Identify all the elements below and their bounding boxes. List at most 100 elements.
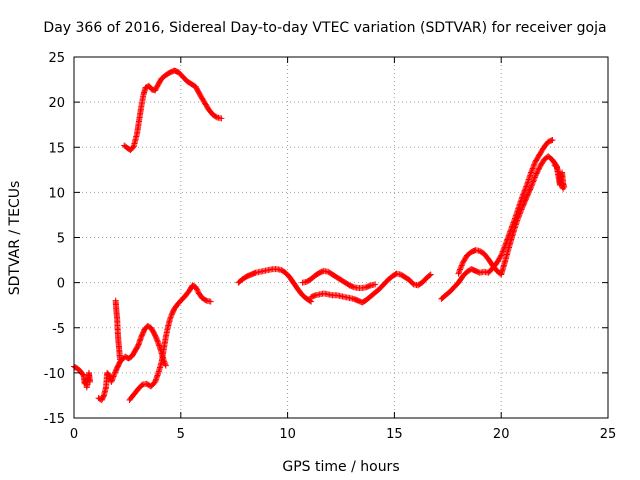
data-point	[108, 377, 115, 384]
data-point	[529, 181, 536, 188]
data-point	[194, 287, 201, 294]
data-point	[531, 174, 538, 181]
data-point	[458, 263, 465, 270]
x-tick-label: 15	[386, 427, 403, 442]
series-seg-mid-3	[308, 270, 434, 306]
data-point	[516, 210, 523, 217]
series-seg-early-noise	[71, 363, 94, 391]
data-point	[168, 313, 175, 320]
data-point	[152, 87, 159, 94]
y-tick-label: 10	[48, 186, 65, 201]
y-tick-label: 5	[57, 232, 65, 247]
x-axis-label: GPS time / hours	[282, 459, 399, 475]
data-point	[530, 177, 537, 184]
data-point	[529, 165, 536, 172]
axis-ticks: 0 5 10 15 20 25 -15 -10 -5 0 5 10 15 20 25	[44, 51, 617, 442]
x-tick-label: 5	[177, 427, 185, 442]
data-point	[152, 86, 159, 93]
series-seg-right-rise	[438, 137, 556, 302]
series-seg-upper-arc	[121, 67, 225, 153]
data-point	[458, 262, 465, 269]
data-point	[307, 297, 314, 304]
data-point	[561, 183, 568, 190]
data-point	[456, 269, 463, 276]
data-point	[533, 170, 540, 177]
data-point	[194, 286, 201, 293]
x-tick-label: 20	[493, 427, 510, 442]
data-point	[528, 183, 535, 190]
data-point	[531, 175, 538, 182]
data-point	[153, 84, 160, 91]
data-point	[528, 182, 535, 189]
chart-title: Day 366 of 2016, Sidereal Day-to-day VTE…	[43, 20, 606, 36]
y-tick-label: 0	[57, 277, 65, 292]
data-point	[109, 374, 116, 381]
x-tick-label: 25	[600, 427, 617, 442]
y-tick-label: -15	[44, 412, 65, 427]
data-point	[549, 137, 556, 144]
data-point	[528, 168, 535, 175]
data-point	[426, 272, 433, 279]
data-point	[517, 207, 524, 214]
data-point	[535, 166, 542, 173]
data-point	[529, 179, 536, 186]
data-point	[519, 205, 526, 212]
data-point	[518, 206, 525, 213]
data-point	[515, 213, 522, 220]
data-point	[193, 285, 200, 292]
x-tick-label: 0	[70, 427, 78, 442]
data-point	[108, 378, 115, 385]
data-point	[530, 162, 537, 169]
data-point	[111, 372, 118, 379]
data-point	[517, 209, 524, 216]
data-points	[71, 67, 568, 403]
data-point	[515, 214, 522, 221]
data-point	[87, 378, 94, 385]
series-seg-mid-2	[299, 267, 379, 292]
data-point	[154, 83, 161, 90]
y-tick-label: -10	[44, 367, 65, 382]
data-point	[109, 376, 116, 383]
data-point	[532, 173, 539, 180]
series-seg-far-right	[551, 162, 568, 190]
data-point	[218, 115, 225, 122]
data-point	[427, 271, 434, 278]
series-seg-mid-1	[235, 266, 315, 305]
data-point	[498, 251, 505, 258]
data-point	[455, 270, 462, 277]
data-point	[530, 178, 537, 185]
data-point	[167, 314, 174, 321]
series-seg-spike	[112, 297, 123, 363]
data-point	[532, 171, 539, 178]
data-point	[192, 284, 199, 291]
y-tick-label: 25	[48, 51, 65, 66]
grid	[74, 57, 608, 418]
data-point	[207, 298, 214, 305]
data-point	[497, 253, 504, 260]
data-point	[499, 249, 506, 256]
series-seg-rise	[126, 282, 214, 403]
data-point	[116, 356, 123, 363]
data-point	[372, 281, 379, 288]
y-tick-label: 20	[48, 96, 65, 111]
x-tick-label: 10	[279, 427, 296, 442]
series-seg-lower-left	[95, 322, 169, 403]
data-point	[459, 261, 466, 268]
y-tick-label: -5	[52, 322, 65, 337]
data-point	[527, 185, 534, 192]
data-point	[531, 160, 538, 167]
data-point	[167, 315, 174, 322]
data-point	[162, 362, 169, 369]
data-point	[457, 265, 464, 272]
y-tick-label: 15	[48, 141, 65, 156]
data-point	[531, 161, 538, 168]
data-point	[110, 373, 117, 380]
data-point	[516, 211, 523, 218]
y-axis-label: SDTVAR / TECUs	[7, 181, 23, 296]
data-point	[530, 164, 537, 171]
data-point	[499, 248, 506, 255]
data-point	[534, 167, 541, 174]
data-point	[498, 252, 505, 259]
data-point	[456, 267, 463, 274]
